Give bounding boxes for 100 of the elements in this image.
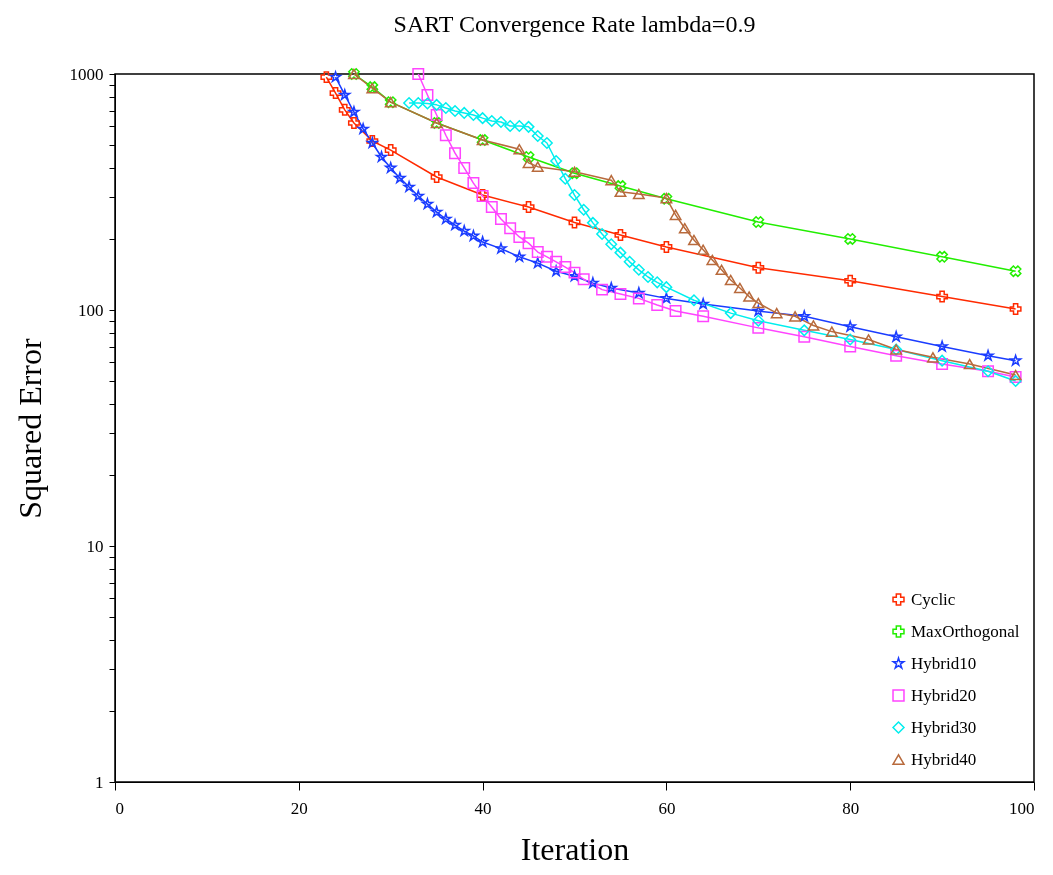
point xyxy=(421,88,434,101)
x-tick-label: 0 xyxy=(115,798,124,818)
point xyxy=(577,273,590,286)
point xyxy=(550,154,563,167)
point xyxy=(614,287,627,300)
point xyxy=(1009,354,1022,366)
point xyxy=(678,222,691,234)
point xyxy=(550,255,563,268)
point xyxy=(449,105,462,117)
x-axis-title: Iteration xyxy=(520,830,630,867)
point xyxy=(430,98,443,111)
point xyxy=(1009,265,1022,278)
point xyxy=(669,209,682,221)
point xyxy=(752,216,765,228)
chart-title: SART Convergence Rate lambda=0.9 xyxy=(393,11,756,37)
point xyxy=(614,186,627,198)
point xyxy=(669,305,682,318)
point xyxy=(485,201,498,214)
point xyxy=(733,282,746,294)
point xyxy=(605,174,618,186)
point xyxy=(642,270,655,283)
y-tick-label: 100 xyxy=(78,300,104,320)
point xyxy=(476,112,489,125)
point xyxy=(531,130,544,143)
point xyxy=(1009,302,1022,315)
point xyxy=(458,161,471,174)
point xyxy=(697,244,710,256)
point xyxy=(412,96,425,109)
point xyxy=(421,97,434,110)
point xyxy=(467,177,480,190)
point xyxy=(890,349,903,362)
point xyxy=(862,334,875,345)
point xyxy=(513,250,526,262)
point xyxy=(614,180,627,193)
point xyxy=(614,228,627,241)
y-tick-label: 1 xyxy=(95,772,104,792)
point xyxy=(494,213,507,225)
point xyxy=(844,274,857,287)
point xyxy=(632,188,645,200)
point xyxy=(807,320,820,331)
point xyxy=(403,96,416,109)
point xyxy=(660,240,673,253)
point xyxy=(449,147,462,160)
point xyxy=(605,238,618,251)
legend-label: MaxOrthogonal xyxy=(911,621,1020,641)
point xyxy=(412,68,425,80)
legend-label: Hybrid20 xyxy=(911,685,977,705)
point xyxy=(522,120,535,133)
x-tick-label: 60 xyxy=(658,798,676,818)
legend-label: Hybrid40 xyxy=(911,749,977,769)
point xyxy=(752,314,765,327)
point xyxy=(926,352,939,363)
point xyxy=(825,326,838,337)
y-axis-title: Squared Error xyxy=(11,337,48,519)
point xyxy=(632,263,645,276)
point xyxy=(798,324,811,337)
legend-label: Cyclic xyxy=(911,589,956,609)
point xyxy=(568,189,581,202)
legend-label: Hybrid30 xyxy=(911,717,977,737)
point xyxy=(329,87,342,100)
x-tick-label: 20 xyxy=(290,798,308,818)
point xyxy=(687,294,700,307)
y-tick-label: 1000 xyxy=(69,64,104,84)
point xyxy=(844,233,857,245)
point xyxy=(439,129,452,142)
point xyxy=(568,266,581,279)
point xyxy=(458,106,471,119)
point xyxy=(1009,375,1022,388)
point xyxy=(522,201,535,214)
point xyxy=(687,234,700,246)
point xyxy=(559,261,572,274)
point xyxy=(798,330,811,343)
point xyxy=(430,109,443,122)
point xyxy=(504,120,517,133)
y-tick-label: 10 xyxy=(86,536,104,556)
point xyxy=(513,230,526,243)
point xyxy=(623,255,636,268)
point xyxy=(706,254,719,266)
point xyxy=(936,358,949,371)
point xyxy=(586,216,599,229)
point xyxy=(936,290,949,303)
point xyxy=(540,137,553,150)
point xyxy=(724,274,737,286)
point xyxy=(963,358,976,370)
point xyxy=(660,281,673,294)
point xyxy=(338,103,351,116)
point xyxy=(724,307,737,320)
point xyxy=(467,109,480,122)
point xyxy=(844,340,857,353)
point xyxy=(660,292,673,304)
point xyxy=(596,283,609,296)
point xyxy=(596,227,609,240)
point xyxy=(384,144,397,157)
point xyxy=(531,161,544,172)
point xyxy=(752,297,765,309)
point xyxy=(540,250,553,263)
point xyxy=(577,203,590,216)
point xyxy=(568,216,581,229)
point xyxy=(439,101,452,114)
point xyxy=(513,120,526,133)
